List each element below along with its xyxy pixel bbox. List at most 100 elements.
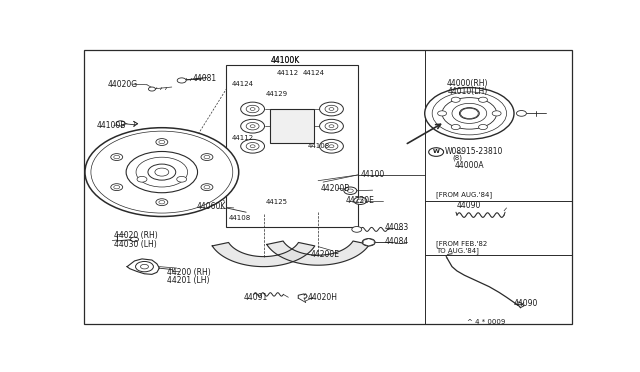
Text: 44030 (LH): 44030 (LH) — [114, 240, 156, 249]
Circle shape — [451, 97, 460, 102]
Circle shape — [155, 168, 169, 176]
Circle shape — [425, 87, 514, 139]
Circle shape — [357, 199, 364, 202]
Text: W: W — [433, 149, 440, 154]
Circle shape — [116, 121, 125, 126]
Circle shape — [362, 238, 375, 246]
Circle shape — [201, 184, 213, 190]
Text: 44084: 44084 — [385, 237, 410, 246]
Circle shape — [241, 119, 264, 133]
Circle shape — [250, 125, 255, 128]
Text: 44200E: 44200E — [310, 250, 340, 259]
Text: 44124: 44124 — [303, 70, 324, 76]
Circle shape — [319, 140, 344, 153]
Text: 44200 (RH): 44200 (RH) — [167, 268, 211, 277]
Circle shape — [344, 187, 356, 195]
Circle shape — [91, 131, 233, 213]
Text: 44200B: 44200B — [321, 184, 350, 193]
Circle shape — [114, 185, 120, 189]
Text: 44091: 44091 — [244, 293, 268, 302]
Circle shape — [131, 237, 138, 242]
Circle shape — [329, 125, 334, 128]
Circle shape — [348, 189, 353, 192]
Circle shape — [516, 110, 527, 116]
Text: 44090: 44090 — [457, 201, 481, 210]
Circle shape — [159, 140, 165, 144]
Circle shape — [325, 142, 338, 150]
Circle shape — [479, 125, 488, 129]
Circle shape — [325, 122, 338, 130]
Circle shape — [136, 157, 188, 187]
Circle shape — [156, 139, 168, 145]
Circle shape — [329, 108, 334, 110]
Text: 44020 (RH): 44020 (RH) — [114, 231, 157, 240]
Text: (8): (8) — [452, 154, 462, 161]
Circle shape — [283, 121, 301, 131]
Circle shape — [354, 197, 367, 205]
Circle shape — [204, 155, 210, 159]
Text: 44000(RH): 44000(RH) — [447, 79, 488, 88]
Circle shape — [136, 262, 154, 272]
Circle shape — [479, 97, 488, 102]
Text: 44060K: 44060K — [196, 202, 226, 211]
Bar — [150, 182, 174, 189]
Bar — [143, 156, 180, 169]
Circle shape — [352, 227, 362, 232]
Text: 44000A: 44000A — [454, 161, 484, 170]
Text: 44124: 44124 — [231, 81, 253, 87]
Text: 44129: 44129 — [266, 91, 288, 97]
Circle shape — [329, 145, 334, 148]
Circle shape — [241, 140, 264, 153]
Circle shape — [438, 111, 447, 116]
Circle shape — [148, 87, 156, 91]
Circle shape — [137, 176, 147, 182]
Circle shape — [451, 125, 460, 129]
Text: [FROM FEB.'82: [FROM FEB.'82 — [436, 240, 488, 247]
Circle shape — [246, 122, 259, 130]
Text: 44201 (LH): 44201 (LH) — [167, 276, 209, 285]
Text: 44100K: 44100K — [271, 56, 300, 65]
Text: 44081: 44081 — [193, 74, 217, 83]
Circle shape — [492, 111, 501, 116]
Text: 44083: 44083 — [385, 223, 410, 232]
Circle shape — [432, 92, 507, 135]
Circle shape — [429, 148, 444, 156]
Circle shape — [442, 97, 497, 129]
Circle shape — [177, 78, 186, 83]
Circle shape — [319, 119, 344, 133]
Text: 44100K: 44100K — [271, 55, 300, 65]
Circle shape — [246, 142, 259, 150]
Text: 44108: 44108 — [229, 215, 251, 221]
Text: [FROM AUG.'84]: [FROM AUG.'84] — [436, 191, 492, 198]
Circle shape — [111, 184, 123, 190]
Circle shape — [241, 102, 264, 116]
Circle shape — [250, 145, 255, 148]
Circle shape — [460, 108, 478, 119]
Text: 44125: 44125 — [266, 199, 288, 205]
Circle shape — [85, 128, 239, 217]
Bar — [227, 65, 358, 227]
Circle shape — [114, 155, 120, 159]
Text: ^ 4 * 0009: ^ 4 * 0009 — [467, 319, 505, 325]
Text: 44010(LH): 44010(LH) — [448, 87, 488, 96]
Circle shape — [126, 151, 198, 193]
Text: W08915-23810: W08915-23810 — [445, 147, 503, 156]
Text: 44112: 44112 — [276, 70, 298, 76]
Circle shape — [156, 199, 168, 206]
Text: 44100: 44100 — [360, 170, 385, 179]
Text: 44108: 44108 — [308, 142, 330, 148]
Circle shape — [201, 154, 213, 160]
Circle shape — [141, 264, 148, 269]
Text: 44220E: 44220E — [346, 196, 374, 205]
Circle shape — [460, 108, 479, 119]
Text: 44112: 44112 — [231, 135, 253, 141]
Text: 44090: 44090 — [514, 298, 538, 308]
Bar — [269, 109, 314, 143]
Circle shape — [250, 108, 255, 110]
Polygon shape — [267, 241, 369, 265]
Text: 44020G: 44020G — [108, 80, 138, 89]
Polygon shape — [212, 243, 315, 267]
Circle shape — [246, 105, 259, 113]
Circle shape — [319, 102, 344, 116]
Circle shape — [111, 154, 123, 160]
